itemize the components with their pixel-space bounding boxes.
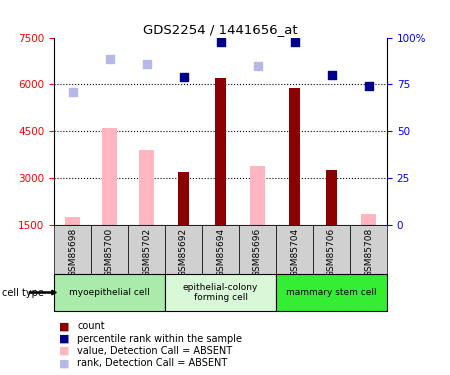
Text: GSM85706: GSM85706	[327, 227, 336, 277]
Bar	[350, 225, 387, 274]
Text: GSM85708: GSM85708	[364, 227, 373, 277]
Text: value, Detection Call = ABSENT: value, Detection Call = ABSENT	[77, 346, 233, 356]
Text: GSM85702: GSM85702	[142, 227, 151, 277]
Bar	[165, 225, 202, 274]
Bar	[178, 172, 189, 225]
Bar	[289, 87, 300, 225]
Text: ■: ■	[58, 321, 69, 331]
Point	[106, 56, 113, 62]
Point	[180, 74, 187, 80]
Text: GSM85700: GSM85700	[105, 227, 114, 277]
Bar	[54, 225, 91, 274]
Text: ■: ■	[58, 334, 69, 344]
Bar	[326, 170, 337, 225]
Text: GSM85704: GSM85704	[290, 227, 299, 277]
Bar	[250, 166, 265, 225]
Bar	[215, 78, 226, 225]
Bar	[54, 274, 165, 311]
Bar	[202, 225, 239, 274]
Text: GSM85692: GSM85692	[179, 227, 188, 277]
Text: GSM85696: GSM85696	[253, 227, 262, 277]
Text: percentile rank within the sample: percentile rank within the sample	[77, 334, 243, 344]
Text: mammary stem cell: mammary stem cell	[286, 288, 377, 297]
Point	[254, 63, 261, 69]
Title: GDS2254 / 1441656_at: GDS2254 / 1441656_at	[143, 23, 298, 36]
Text: ■: ■	[58, 346, 69, 356]
Text: count: count	[77, 321, 105, 331]
Bar	[276, 225, 313, 274]
Point	[217, 39, 224, 45]
Bar	[239, 225, 276, 274]
Point	[328, 72, 335, 78]
Text: rank, Detection Call = ABSENT: rank, Detection Call = ABSENT	[77, 358, 228, 368]
Bar	[102, 128, 117, 225]
Bar	[165, 274, 276, 311]
Bar	[91, 225, 128, 274]
Bar	[361, 214, 376, 225]
Text: GSM85698: GSM85698	[68, 227, 77, 277]
Text: GSM85694: GSM85694	[216, 227, 225, 277]
Bar	[276, 274, 387, 311]
Text: cell type: cell type	[2, 288, 44, 297]
Point	[143, 61, 150, 67]
Bar	[65, 217, 80, 225]
Point	[69, 89, 76, 95]
Text: ■: ■	[58, 358, 69, 368]
Bar	[313, 225, 350, 274]
Text: myoepithelial cell: myoepithelial cell	[69, 288, 150, 297]
Text: epithelial-colony
forming cell: epithelial-colony forming cell	[183, 283, 258, 302]
Bar	[128, 225, 165, 274]
Point	[365, 83, 372, 89]
Bar	[139, 150, 154, 225]
Point	[291, 39, 298, 45]
